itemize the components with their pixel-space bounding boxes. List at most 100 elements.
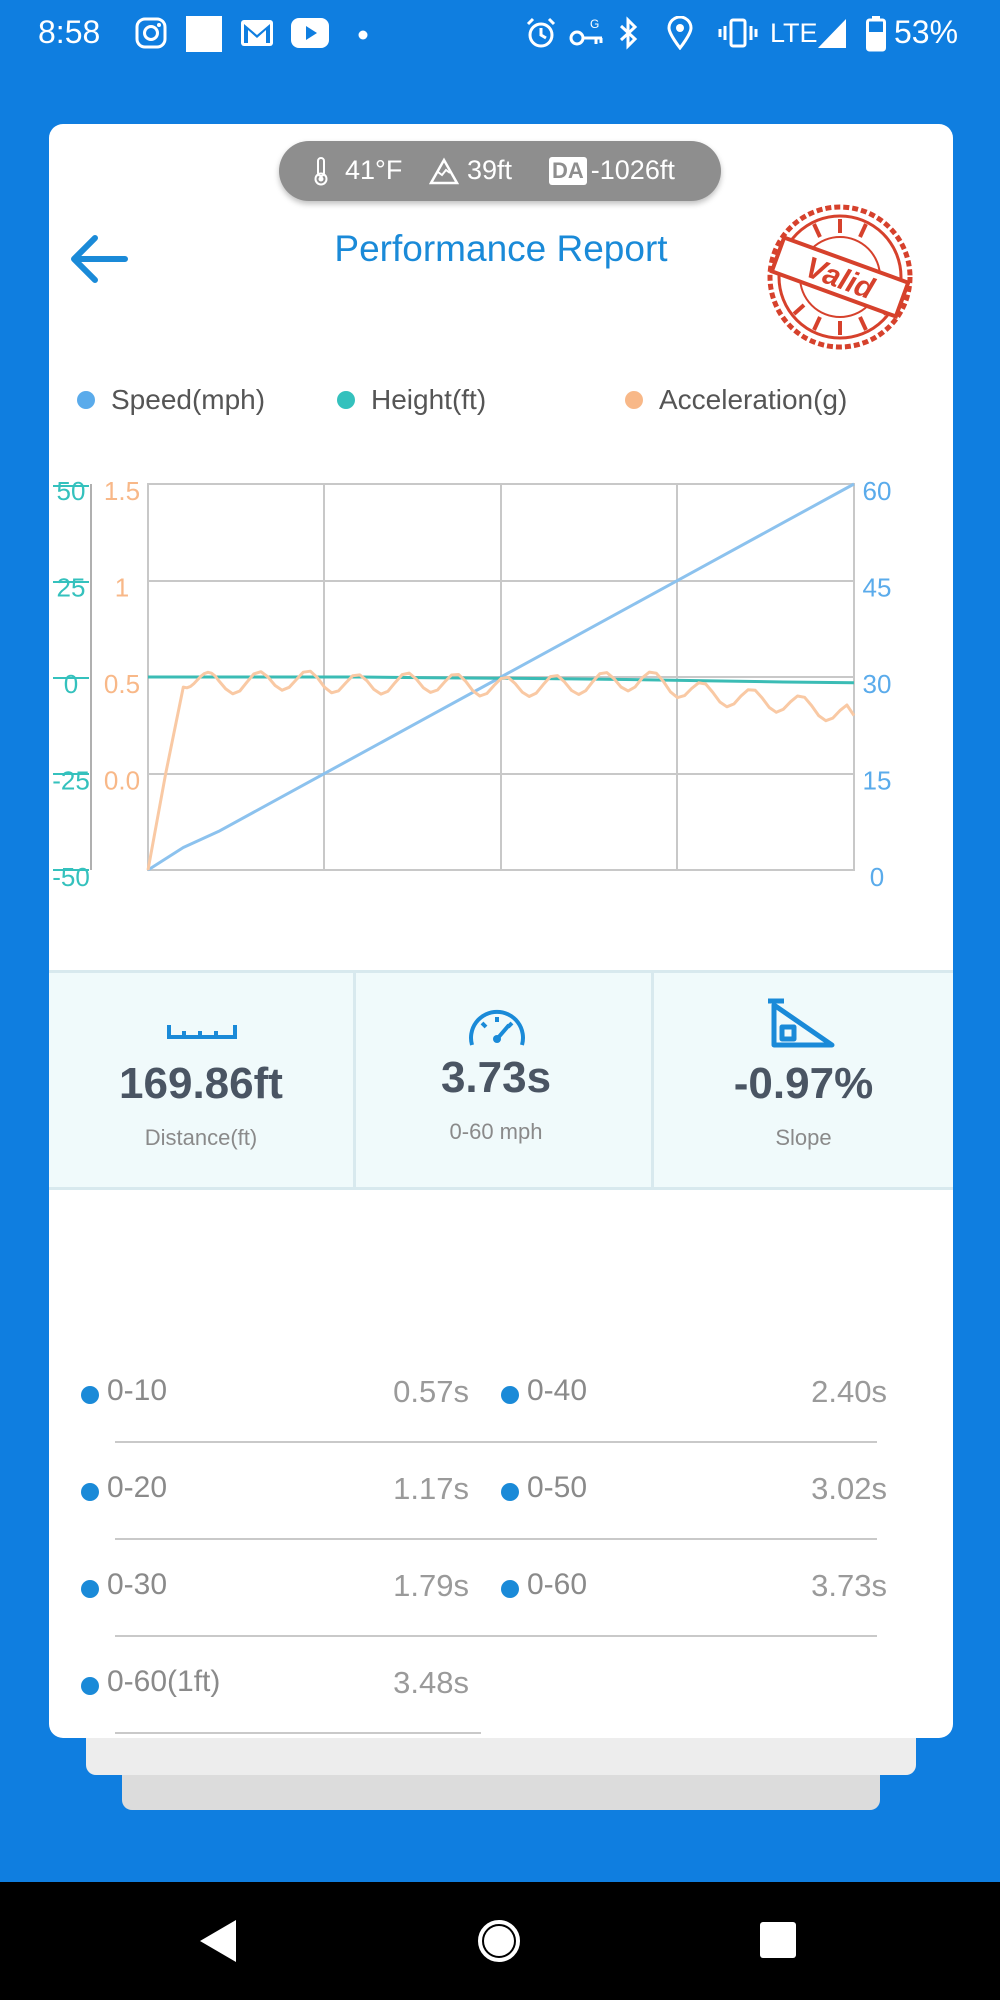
- split-bullet: [81, 1386, 99, 1404]
- split-time: 1.17s: [393, 1471, 469, 1506]
- speed-tick-label: 30: [863, 669, 892, 699]
- height-tick-label: 50: [57, 476, 86, 506]
- split-name: 0-60: [527, 1568, 588, 1601]
- split-name: 0-40: [527, 1374, 588, 1407]
- speed-tick-label: 60: [863, 476, 892, 506]
- altitude-segment: 39ft: [429, 155, 512, 186]
- nav-back-icon[interactable]: [196, 1918, 240, 1964]
- temperature-segment: 41°F: [313, 155, 402, 186]
- speedometer-icon: [469, 1009, 525, 1046]
- split-0-60-1ft: 0-60(1ft) 3.48s: [81, 1655, 469, 1715]
- nav-recents-icon[interactable]: [758, 1920, 798, 1960]
- split-0-20: 0-20 1.17s: [81, 1461, 469, 1521]
- legend-speed-dot: [77, 391, 95, 409]
- split-0-50: 0-50 3.02s: [501, 1461, 887, 1521]
- vpn-key-icon: G: [569, 17, 603, 46]
- notification-dot-icon: [358, 30, 368, 40]
- split-bullet: [81, 1483, 99, 1501]
- split-time: 1.79s: [393, 1568, 469, 1603]
- split-bullet: [81, 1580, 99, 1598]
- legend-acceleration-dot: [625, 391, 643, 409]
- legend-acceleration-label: Acceleration(g): [659, 384, 848, 415]
- height-tick-label: -50: [52, 862, 90, 892]
- navigation-bar: [0, 1882, 1000, 2000]
- valid-stamp: Valid: [767, 204, 913, 350]
- report-card: 41°F 39ft DA -1026ft Performance Report: [49, 124, 953, 1738]
- series-line-height: [148, 675, 855, 685]
- da-badge: DA: [549, 156, 587, 185]
- speed-tick-label: 0: [870, 862, 884, 892]
- nav-home-icon[interactable]: [476, 1918, 522, 1964]
- height-tick-label: 0: [64, 669, 78, 699]
- page-title: Performance Report: [334, 228, 668, 269]
- battery-icon: [866, 16, 886, 52]
- stat-divider: [353, 973, 356, 1187]
- height-axis-ticks: [53, 485, 89, 871]
- legend-height[interactable]: Height(ft): [337, 384, 486, 416]
- acceleration-tick-label: 0.0: [104, 766, 140, 796]
- legend-speed[interactable]: Speed(mph): [77, 384, 265, 416]
- weather-pill: 41°F 39ft DA -1026ft: [279, 141, 721, 201]
- signal-icon: [818, 19, 846, 48]
- split-name: 0-20: [107, 1471, 168, 1504]
- stat-zero-sixty-value: 3.73s: [440, 1053, 552, 1102]
- temperature-value: 41°F: [345, 155, 403, 185]
- legend-acceleration[interactable]: Acceleration(g): [625, 384, 847, 416]
- split-time: 3.02s: [811, 1471, 887, 1506]
- stats-row: 169.86ft Distance(ft) 3.73s 0-60 mph: [49, 970, 953, 1190]
- split-name: 0-30: [107, 1568, 168, 1601]
- series-line-speed: [147, 482, 855, 872]
- back-arrow-icon[interactable]: [65, 224, 135, 294]
- legend-height-dot: [337, 391, 355, 409]
- split-time: 3.73s: [811, 1568, 887, 1603]
- split-time: 3.48s: [393, 1665, 469, 1700]
- legend-speed-label: Speed(mph): [111, 384, 266, 415]
- network-type: LTE: [770, 18, 818, 48]
- thermometer-icon: [314, 156, 328, 185]
- split-divider: [115, 1635, 877, 1637]
- clock: 8:58: [38, 14, 101, 50]
- alarm-icon: [526, 17, 556, 48]
- split-divider: [115, 1441, 877, 1443]
- acceleration-tick-label: 1.5: [104, 476, 140, 506]
- split-name: 0-50: [527, 1471, 588, 1504]
- stat-slope-value: -0.97%: [733, 1059, 874, 1108]
- split-name: 0-10: [107, 1374, 168, 1407]
- split-0-30: 0-30 1.79s: [81, 1558, 469, 1618]
- split-0-40: 0-40 2.40s: [501, 1364, 887, 1424]
- ruler-icon: [167, 1025, 237, 1039]
- white-square-icon: [186, 16, 222, 52]
- vibrate-icon: [718, 18, 758, 48]
- split-bullet: [501, 1483, 519, 1501]
- split-0-60: 0-60 3.73s: [501, 1558, 887, 1618]
- stat-slope-label: Slope: [775, 1125, 832, 1150]
- split-divider: [115, 1732, 481, 1734]
- height-tick-label: 25: [57, 573, 86, 603]
- density-altitude-value: -1026ft: [590, 155, 675, 185]
- location-icon: [667, 16, 693, 50]
- stat-distance: 169.86ft Distance(ft): [49, 973, 353, 1187]
- stat-divider: [651, 973, 654, 1187]
- status-bar: 8:58 G LTE 53%: [0, 0, 1000, 66]
- acceleration-tick-label: 1: [115, 573, 129, 603]
- battery-level: 53%: [894, 14, 959, 50]
- split-time: 0.57s: [393, 1374, 469, 1409]
- split-name: 0-60(1ft): [107, 1665, 221, 1698]
- acceleration-tick-label: 0.5: [104, 669, 140, 699]
- speed-tick-label: 15: [863, 766, 892, 796]
- height-tick-label: -25: [52, 766, 90, 796]
- stat-slope: -0.97% Slope: [654, 973, 953, 1187]
- split-0-10: 0-10 0.57s: [81, 1364, 469, 1424]
- stat-distance-value: 169.86ft: [119, 1059, 283, 1108]
- density-altitude-segment: DA -1026ft: [549, 155, 675, 186]
- gmail-icon: [241, 20, 273, 46]
- split-divider: [115, 1538, 877, 1540]
- altitude-value: 39ft: [467, 155, 513, 185]
- slope-icon: [768, 998, 835, 1048]
- performance-chart: 50 25 0 -25 -50 1.5 1 0.5 0.0 60 45 30 15 0: [52, 476, 892, 892]
- series-line-acceleration: [146, 669, 856, 871]
- legend-height-label: Height(ft): [371, 384, 487, 415]
- stat-zero-sixty: 3.73s 0-60 mph: [356, 973, 636, 1187]
- split-bullet: [81, 1677, 99, 1695]
- split-bullet: [501, 1386, 519, 1404]
